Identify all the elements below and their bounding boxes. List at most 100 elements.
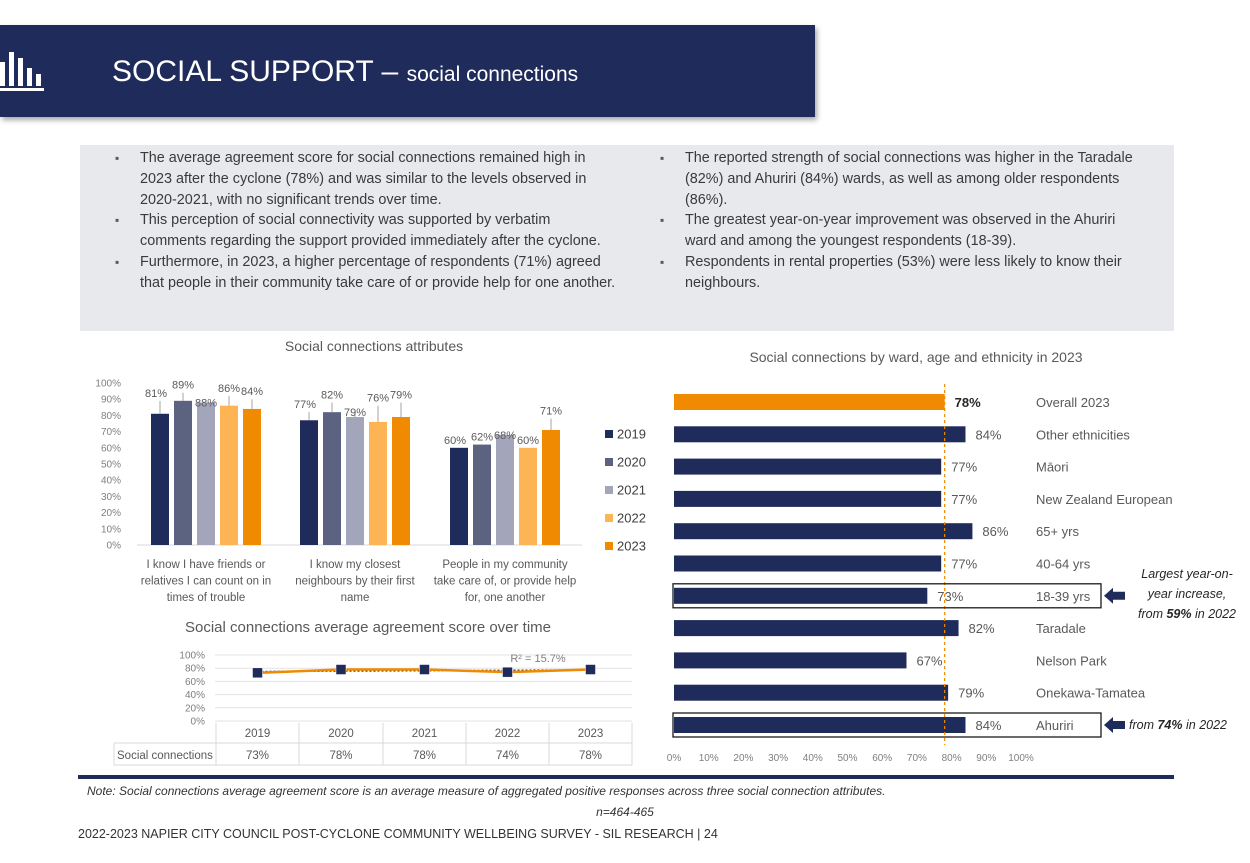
- category-label: relatives I can count on in: [141, 576, 271, 588]
- footnote: Note: Social connections average agreeme…: [87, 784, 886, 798]
- data-point: [252, 667, 263, 679]
- table-cell: 78%: [329, 750, 352, 762]
- bar: [542, 429, 560, 545]
- data-point: [335, 664, 347, 675]
- bar-value-label: 79%: [958, 686, 984, 701]
- highlight-box: [672, 583, 1102, 609]
- category-label: Overall 2023: [1036, 395, 1110, 410]
- bar-value-label: 77%: [294, 399, 316, 411]
- table-header: 2020: [328, 728, 354, 740]
- table-header: 2019: [245, 728, 271, 740]
- y-tick-label: 20%: [185, 703, 205, 714]
- legend-label: 2023: [617, 539, 646, 554]
- bar: [674, 490, 942, 507]
- x-tick-label: 20%: [733, 753, 753, 764]
- legend-swatch: [605, 486, 613, 494]
- annotation-fragment: in 2022: [1192, 607, 1237, 621]
- bar-value-label: 76%: [367, 393, 389, 405]
- x-tick-label: 100%: [1008, 753, 1034, 764]
- table-header: 2022: [495, 728, 521, 740]
- y-tick-label: 70%: [101, 427, 121, 438]
- bar: [496, 434, 514, 545]
- bar-value-label: 88%: [195, 397, 217, 409]
- y-tick-label: 80%: [101, 411, 121, 422]
- data-point: [502, 666, 513, 678]
- bar-value-label: 77%: [951, 557, 977, 572]
- y-tick-label: 30%: [101, 492, 121, 503]
- category-label: 40-64 yrs: [1036, 557, 1091, 572]
- page-title-sub: social connections: [406, 63, 579, 86]
- category-label: for, one another: [465, 592, 546, 604]
- y-tick-label: 100%: [95, 379, 121, 390]
- x-tick-label: 80%: [942, 753, 962, 764]
- chart-title: Social connections attributes: [285, 338, 463, 354]
- arrow-icon: [1104, 717, 1125, 733]
- bar: [220, 405, 238, 545]
- bar: [243, 408, 261, 545]
- annotation-fragment: from: [1138, 607, 1166, 621]
- bar-value-label: 86%: [982, 524, 1008, 539]
- summary-bullet: The greatest year-on-year improvement wa…: [660, 210, 1150, 252]
- x-tick-label: 90%: [976, 753, 996, 764]
- bar: [674, 684, 949, 701]
- annotation-text: year increase,: [1147, 587, 1227, 601]
- bar: [519, 447, 537, 545]
- category-label: times of trouble: [167, 592, 246, 604]
- bar: [151, 413, 169, 545]
- bar: [674, 717, 966, 733]
- bar: [674, 523, 973, 540]
- table-cell: 74%: [496, 750, 519, 762]
- bar-value-label: 79%: [344, 407, 366, 419]
- category-label: People in my community: [442, 559, 568, 571]
- table-header: 2021: [412, 728, 438, 740]
- y-tick-label: 20%: [101, 508, 121, 519]
- sample-size: n=464-465: [596, 805, 654, 819]
- bar-value-label: 60%: [517, 435, 539, 447]
- highlight-box: [672, 712, 1102, 738]
- table-cell: 78%: [579, 750, 602, 762]
- y-tick-label: 100%: [179, 651, 205, 662]
- bar: [300, 420, 318, 545]
- header-banner: [0, 25, 815, 117]
- legend-label: 2022: [617, 511, 646, 526]
- bar-value-label: 84%: [975, 718, 1001, 733]
- chart-title: Social connections by ward, age and ethn…: [749, 349, 1082, 365]
- annotation-text: Largest year-on-: [1141, 567, 1233, 581]
- bar: [674, 555, 942, 572]
- category-label: 65+ yrs: [1036, 524, 1079, 539]
- annotation-fragment: 74%: [1157, 718, 1182, 732]
- bar-value-label: 81%: [145, 388, 167, 400]
- arrow-icon: [1104, 587, 1125, 604]
- x-tick-label: 40%: [803, 753, 823, 764]
- summary-bullet: This perception of social connectivity w…: [115, 210, 620, 252]
- y-tick-label: 0%: [191, 717, 206, 728]
- bar-value-label: 71%: [540, 406, 562, 418]
- category-label: Other ethnicities: [1036, 427, 1130, 442]
- bar: [674, 426, 966, 443]
- x-tick-label: 50%: [837, 753, 857, 764]
- table-row-label: Social connections: [117, 750, 213, 762]
- category-label: name: [341, 592, 370, 604]
- bar: [174, 400, 192, 545]
- bar: [674, 620, 959, 637]
- summary-right: The reported strength of social connecti…: [660, 148, 1150, 294]
- y-tick-label: 60%: [185, 677, 205, 688]
- x-tick-label: 70%: [907, 753, 927, 764]
- category-label: Nelson Park: [1036, 653, 1107, 668]
- data-point: [585, 664, 596, 675]
- table-cell: 73%: [246, 750, 269, 762]
- bar-value-label: 84%: [975, 427, 1001, 442]
- bar-value-label: 86%: [218, 383, 240, 395]
- table-header: 2023: [578, 728, 604, 740]
- page-title: SOCIAL SUPPORT – social connections: [112, 55, 578, 89]
- legend-swatch: [605, 542, 613, 550]
- x-tick-label: 0%: [667, 753, 682, 764]
- y-tick-label: 90%: [101, 395, 121, 406]
- trendline-label: R² = 15.7%: [510, 653, 566, 665]
- bar: [323, 412, 341, 545]
- bar: [674, 458, 942, 475]
- category-label: Onekawa-Tamatea: [1036, 686, 1146, 701]
- category-label: I know my closest: [310, 559, 402, 571]
- bar-value-label: 84%: [241, 386, 263, 398]
